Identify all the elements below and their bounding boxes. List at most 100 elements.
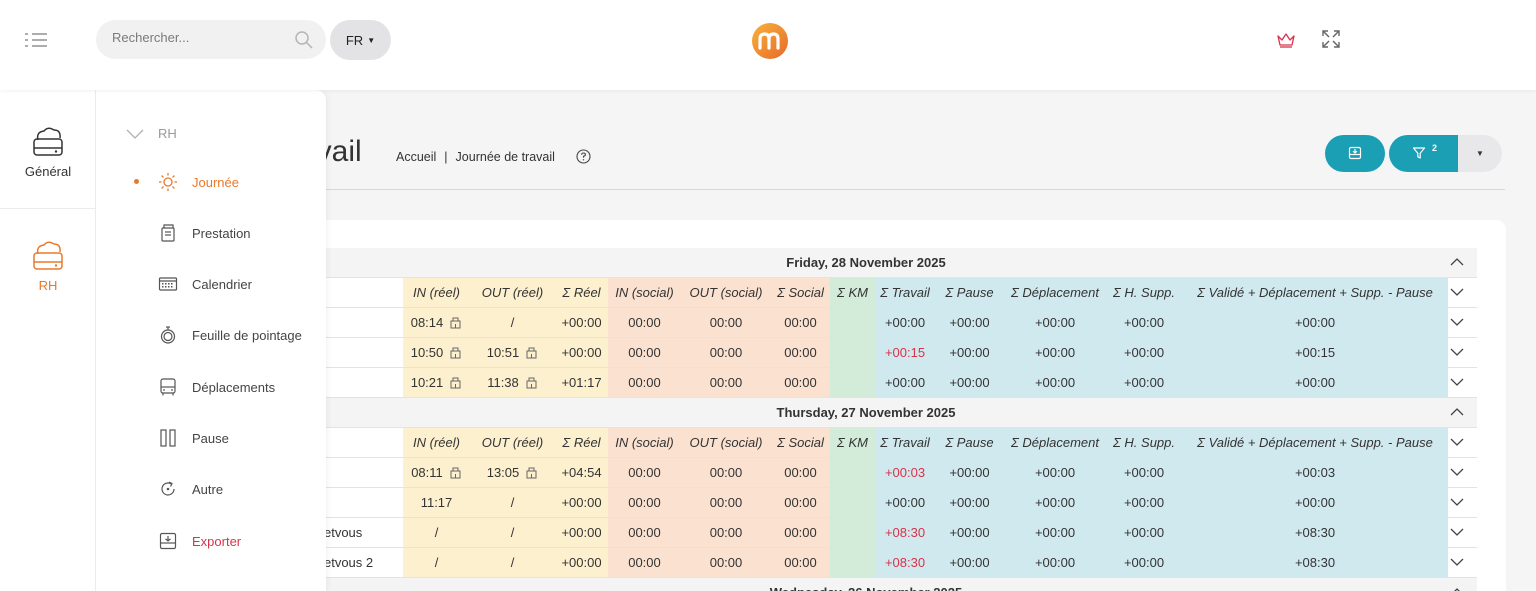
cell-value: 00:00 — [784, 375, 817, 390]
chevron-down-icon[interactable] — [1450, 465, 1464, 479]
cell-value: +00:00 — [1034, 525, 1076, 540]
column-header: IN (social) — [608, 428, 681, 457]
chevron-up-icon[interactable] — [1450, 255, 1464, 269]
column-header: Σ Pause — [935, 428, 1004, 457]
submenu-item-deplacements[interactable]: Déplacements — [158, 375, 275, 399]
employee-name: ffetvous 2 — [317, 555, 374, 570]
table-row[interactable]: 08:14 / +00:00 00:00 00:00 00:00 +00:00 +00:00 +… — [300, 308, 1477, 338]
cell-value: +00:00 — [884, 375, 926, 390]
chevron-down-icon[interactable] — [1450, 315, 1464, 329]
submenu-item-exporter[interactable]: Exporter — [158, 529, 241, 553]
table-row[interactable]: 10:21 11:38 +01:17 00:00 00:00 00:00 +00:00 +00… — [300, 368, 1477, 398]
cell-reel: +00:00 — [555, 488, 608, 517]
date-group-header[interactable]: Thursday, 27 November 2025 — [300, 398, 1477, 428]
cell-out-reel: 10:51 — [470, 338, 555, 367]
cell-value: 00:00 — [784, 315, 817, 330]
submenu-item-pause[interactable]: Pause — [158, 426, 229, 450]
cell-social: 00:00 — [771, 548, 830, 577]
submenu-section-header[interactable]: RH — [126, 126, 177, 141]
cell-value: 00:00 — [628, 315, 661, 330]
cell-value: +00:00 — [1034, 315, 1076, 330]
cell-value: +00:15 — [1294, 345, 1336, 360]
cell-value: +00:00 — [949, 375, 990, 390]
crown-icon[interactable] — [1276, 30, 1296, 50]
submenu-item-calendrier[interactable]: Calendrier — [158, 272, 252, 296]
submenu-item-feuille-de-pointage[interactable]: Feuille de pointage — [158, 323, 302, 347]
cell-value: / — [510, 315, 515, 330]
cell-value: 00:00 — [628, 495, 661, 510]
fullscreen-icon[interactable] — [1320, 28, 1342, 50]
cell-pause: +00:00 — [935, 458, 1004, 487]
submenu-item-prestation[interactable]: Prestation — [158, 221, 251, 245]
cell-value: +00:00 — [1123, 525, 1165, 540]
cell-in-social: 00:00 — [608, 548, 681, 577]
active-indicator-dot — [134, 179, 139, 184]
table-row[interactable]: 10:50 10:51 +00:00 00:00 00:00 00:00 +00:15 +00… — [300, 338, 1477, 368]
rail-item-general[interactable]: Général — [0, 126, 96, 179]
cell-in-social: 00:00 — [608, 488, 681, 517]
submenu-item-label: Prestation — [192, 225, 251, 241]
table-row[interactable]: ffetvous 2 / / +00:00 00:00 00:00 00:00 +08:30 +… — [300, 548, 1477, 578]
chevron-down-icon[interactable] — [1450, 345, 1464, 359]
download-tray-icon — [1348, 146, 1362, 160]
table-row[interactable]: ffetvous / / +00:00 00:00 00:00 00:00 +08:30 +00… — [300, 518, 1477, 548]
cell-travail: +00:03 — [875, 458, 935, 487]
cell-valide: +00:00 — [1182, 488, 1448, 517]
chevron-down-icon[interactable] — [1450, 435, 1464, 449]
title-divider — [300, 189, 1505, 190]
cell-pause: +00:00 — [935, 338, 1004, 367]
search-input[interactable] — [112, 30, 282, 45]
cell-value: 00:00 — [628, 525, 661, 540]
chevron-down-icon[interactable] — [1450, 525, 1464, 539]
chevron-down-icon[interactable] — [1450, 375, 1464, 389]
search-icon[interactable] — [294, 30, 314, 50]
cell-social: 00:00 — [771, 368, 830, 397]
table-row[interactable]: 11:17 / +00:00 00:00 00:00 00:00 +00:00 +00:00 +… — [300, 488, 1477, 518]
cell-value: 10:50 — [410, 345, 444, 360]
cell-deplacement: +00:00 — [1004, 518, 1106, 547]
date-label: Wednesday, 26 November 2025 — [300, 578, 1432, 591]
cell-value: / — [434, 555, 439, 570]
cell-value: +00:00 — [949, 315, 990, 330]
column-header: Σ Validé + Déplacement + Supp. - Pause — [1182, 428, 1448, 457]
column-header: OUT (social) — [681, 278, 771, 307]
building-pin-icon — [450, 467, 461, 479]
breadcrumb: Accueil | Journée de travail — [396, 150, 555, 164]
cell-value: +00:00 — [949, 495, 990, 510]
submenu-item-label: Calendrier — [192, 276, 252, 292]
column-header-row: IN (réel) OUT (réel) Σ Réel IN (social) OUT … — [300, 428, 1477, 458]
chevron-down-icon[interactable] — [1450, 555, 1464, 569]
rail-item-rh[interactable]: RH — [0, 240, 96, 293]
menu-toggle-icon[interactable] — [24, 32, 48, 48]
cell-out-social: 00:00 — [681, 548, 771, 577]
chevron-up-icon[interactable] — [1450, 405, 1464, 419]
cell-value: / — [510, 495, 515, 510]
chevron-up-icon[interactable] — [1450, 585, 1464, 591]
employee-name: ffetvous — [317, 525, 363, 540]
cell-deplacement: +00:00 — [1004, 458, 1106, 487]
refresh-icon — [161, 481, 175, 496]
cell-km — [830, 518, 875, 547]
submenu-item-autre[interactable]: Autre — [158, 477, 223, 501]
filter-button[interactable]: 2 — [1389, 135, 1458, 172]
chevron-down-icon[interactable] — [1450, 285, 1464, 299]
cell-out-social: 00:00 — [681, 488, 771, 517]
language-label: FR — [345, 32, 364, 48]
export-button[interactable] — [1325, 135, 1385, 172]
chevron-down-icon[interactable] — [1450, 495, 1464, 509]
breadcrumb-home[interactable]: Accueil — [396, 150, 437, 164]
app-logo[interactable] — [751, 22, 789, 60]
submenu-item-journee[interactable]: Journée — [158, 170, 239, 194]
table-row[interactable]: 08:11 13:05 +04:54 00:00 00:00 00:00 +00:03 +00… — [300, 458, 1477, 488]
cell-valide: +00:15 — [1182, 338, 1448, 367]
submenu-section-label: RH — [158, 126, 177, 141]
cell-value: +00:00 — [561, 525, 602, 540]
language-selector[interactable]: FR ▼ — [330, 20, 391, 60]
date-group-header[interactable]: Friday, 28 November 2025 — [300, 248, 1477, 278]
help-icon[interactable] — [576, 149, 591, 164]
filter-dropdown-button[interactable]: ▼ — [1458, 135, 1502, 172]
cell-in-social: 00:00 — [608, 518, 681, 547]
cell-km — [830, 488, 875, 517]
date-group-header[interactable]: Wednesday, 26 November 2025 — [300, 578, 1477, 591]
cell-value: +00:00 — [1123, 495, 1165, 510]
